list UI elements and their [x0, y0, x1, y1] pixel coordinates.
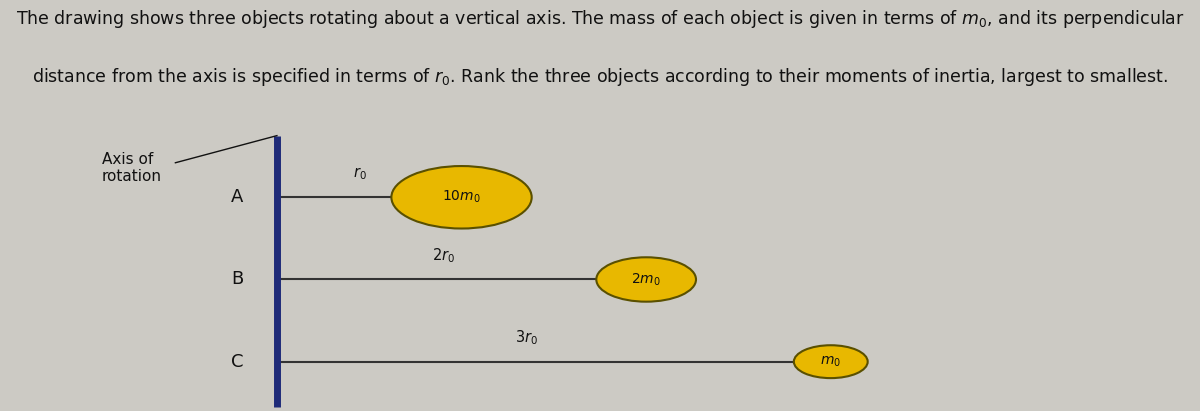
Text: $r_0$: $r_0$ — [353, 166, 367, 182]
Text: $2r_0$: $2r_0$ — [432, 246, 455, 265]
Circle shape — [391, 166, 532, 229]
Text: A: A — [232, 188, 244, 206]
Text: The drawing shows three objects rotating about a vertical axis. The mass of each: The drawing shows three objects rotating… — [16, 8, 1184, 30]
Text: $2m_0$: $2m_0$ — [631, 271, 661, 288]
Text: $3r_0$: $3r_0$ — [515, 328, 538, 347]
Text: $m_0$: $m_0$ — [821, 354, 841, 369]
Text: $10m_0$: $10m_0$ — [443, 189, 481, 206]
Text: distance from the axis is specified in terms of $r_0$. Rank the three objects ac: distance from the axis is specified in t… — [32, 66, 1168, 88]
Text: Axis of
rotation: Axis of rotation — [102, 152, 162, 185]
Text: B: B — [232, 270, 244, 289]
Circle shape — [794, 345, 868, 378]
Circle shape — [596, 257, 696, 302]
Text: C: C — [232, 353, 244, 371]
